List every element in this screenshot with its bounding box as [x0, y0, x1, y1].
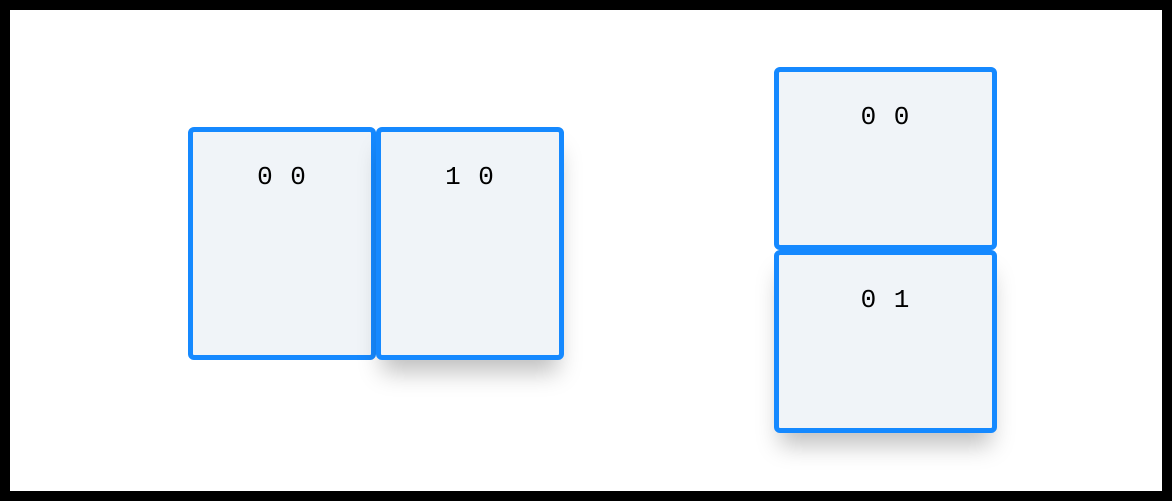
diagram-canvas: 0 0 1 0 0 0 0 1 — [0, 0, 1172, 501]
panel-v-1: 0 1 — [774, 250, 997, 433]
panel-h-1: 1 0 — [376, 127, 564, 360]
panel-h-1-label: 1 0 — [445, 162, 495, 355]
panel-v-0-label: 0 0 — [861, 102, 911, 245]
panel-h-0: 0 0 — [188, 127, 376, 360]
panel-v-0: 0 0 — [774, 67, 997, 250]
panel-v-1-label: 0 1 — [861, 285, 911, 428]
panel-h-0-label: 0 0 — [257, 162, 307, 355]
